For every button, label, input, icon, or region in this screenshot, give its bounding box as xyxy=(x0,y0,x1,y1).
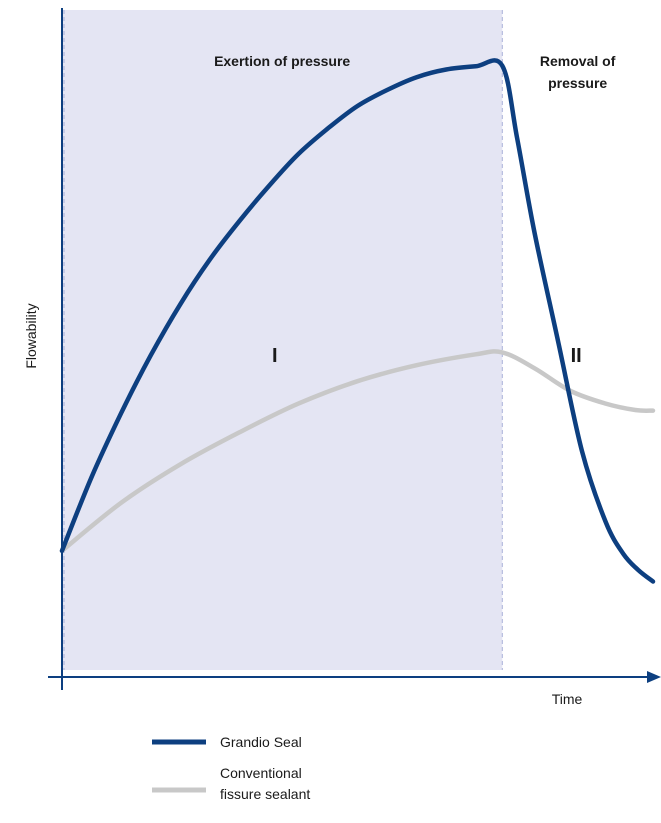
phase-region-labels: Exertion of pressure Removal of pressure xyxy=(214,53,616,91)
region-label-1: Removal of pressure xyxy=(540,53,616,91)
annotation-2: II xyxy=(571,345,582,367)
region-annotations: I II xyxy=(272,345,582,367)
axes xyxy=(48,8,661,690)
x-axis-arrow xyxy=(647,671,661,683)
legend-label-0: Grandio Seal xyxy=(220,734,302,750)
legend-label-1: Conventional fissure sealant xyxy=(220,765,310,802)
region-shade-0 xyxy=(62,10,503,670)
series-line-0 xyxy=(59,58,656,584)
region-label-0: Exertion of pressure xyxy=(214,53,350,69)
y-axis-label: Flowability xyxy=(23,303,39,368)
annotation-1: I xyxy=(272,345,278,367)
legend: Grandio Seal Conventional fissure sealant xyxy=(152,734,310,802)
phase-regions xyxy=(62,10,503,670)
series-lines xyxy=(59,58,656,584)
x-axis-label: Time xyxy=(552,691,583,707)
series-line-1 xyxy=(59,349,656,554)
